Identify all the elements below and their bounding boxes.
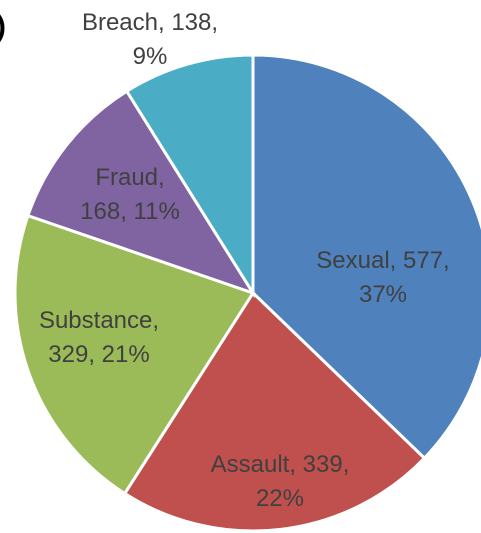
data-label-line: 37%: [359, 281, 407, 308]
data-label-line: 9%: [133, 43, 168, 70]
pie-slice-assault: [122, 290, 427, 533]
data-label-line: 329, 21%: [48, 341, 149, 368]
data-label-breach: Breach, 138, 9%: [82, 9, 218, 70]
data-label-sexual: Sexual, 577, 37%: [316, 247, 449, 308]
pie-slice-fraud: [26, 89, 257, 296]
data-label-fraud: Fraud, 168, 11%: [80, 164, 180, 225]
pie-slice-substance: [13, 213, 256, 496]
data-label-line: Substance,: [39, 307, 159, 334]
clipped-title-fragment: ): [0, 10, 6, 43]
data-label-line: Assault, 339,: [211, 451, 350, 478]
data-label-line: 22%: [256, 485, 304, 512]
data-label-line: Fraud,: [95, 164, 164, 191]
data-label-assault: Assault, 339, 22%: [211, 451, 350, 512]
data-label-substance: Substance, 329, 21%: [39, 307, 159, 368]
data-label-line: Sexual, 577,: [316, 247, 449, 274]
pie-slice-breach: [124, 53, 255, 299]
pie-slice-sexual: [251, 53, 481, 461]
data-label-line: 168, 11%: [80, 198, 180, 225]
data-label-line: Breach, 138,: [82, 9, 218, 36]
